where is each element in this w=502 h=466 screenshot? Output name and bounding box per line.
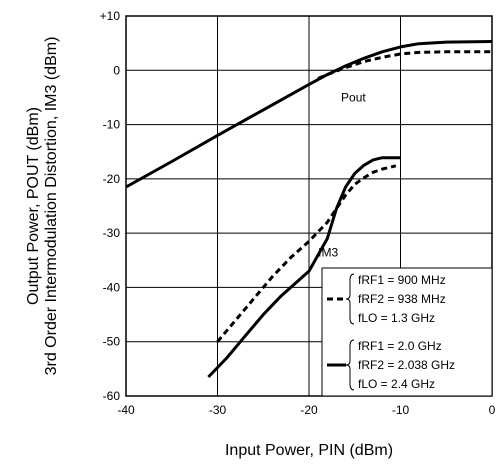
annotation-pout: Pout [341, 90, 366, 104]
x-tick-label: -10 [392, 403, 410, 417]
legend-brace-1 [345, 273, 355, 325]
y-tick-label: -40 [103, 280, 121, 294]
annotation-im3: IM3 [318, 246, 338, 260]
y-tick-label: 0 [113, 63, 120, 77]
x-tick-labels: -40 -30 -20 -10 0 [117, 403, 495, 417]
y-tick-label: -10 [103, 118, 121, 132]
y-tick-label: -30 [103, 226, 121, 240]
y-axis-title-im3: 3rd Order Intermodulation Distortion, IM… [43, 37, 60, 376]
legend: fRF1 = 900 MHz fRF2 = 938 MHz fLO = 1.3 … [321, 267, 493, 397]
legend-entry-1-rf2: fRF2 = 938 MHz [358, 292, 446, 306]
y-tick-label: -20 [103, 172, 121, 186]
x-tick-label: -30 [209, 403, 227, 417]
plot-frame [125, 15, 493, 397]
legend-entry-2-lo: fLO = 2.4 GHz [358, 377, 435, 391]
y-tick-labels: +10 0 -10 -20 -30 -40 -50 -60 [100, 9, 121, 403]
legend-entry-1-rf1: fRF1 = 900 MHz [358, 273, 446, 287]
x-tick-label: 0 [489, 403, 496, 417]
y-tick-label: -60 [103, 389, 121, 403]
y-tick-label: +10 [100, 9, 121, 23]
series-layer [125, 40, 493, 379]
y-axis-title-pout: Output Power, POUT (dBm) [25, 107, 42, 305]
legend-brace-2 [345, 339, 355, 391]
y-tick-label: -50 [103, 335, 121, 349]
series-solid-0 [125, 40, 493, 189]
x-tick-label: -40 [117, 403, 135, 417]
legend-entry-2-rf1: fRF1 = 2.0 GHz [358, 339, 442, 353]
x-axis-title: Input Power, PIN (dBm) [225, 442, 393, 459]
x-tick-label: -20 [300, 403, 318, 417]
legend-entry-1-lo: fLO = 1.3 GHz [358, 311, 435, 325]
legend-entry-2-rf2: fRF2 = 2.038 GHz [358, 358, 455, 372]
series-dashed-1 [317, 50, 492, 80]
series-solid-2 [207, 156, 401, 379]
